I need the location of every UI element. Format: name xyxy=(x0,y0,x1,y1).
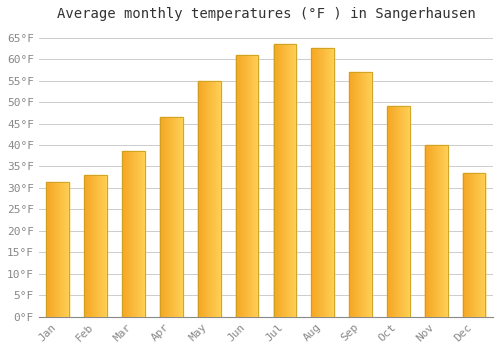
Bar xyxy=(84,175,107,317)
Bar xyxy=(122,152,145,317)
Bar xyxy=(349,72,372,317)
Title: Average monthly temperatures (°F ) in Sangerhausen: Average monthly temperatures (°F ) in Sa… xyxy=(56,7,476,21)
Bar xyxy=(236,55,258,317)
Bar xyxy=(198,80,220,317)
Bar xyxy=(312,48,334,317)
Bar xyxy=(274,44,296,317)
Bar xyxy=(46,182,69,317)
Bar xyxy=(387,106,410,317)
Bar xyxy=(425,145,448,317)
Bar xyxy=(160,117,182,317)
Bar xyxy=(463,173,485,317)
